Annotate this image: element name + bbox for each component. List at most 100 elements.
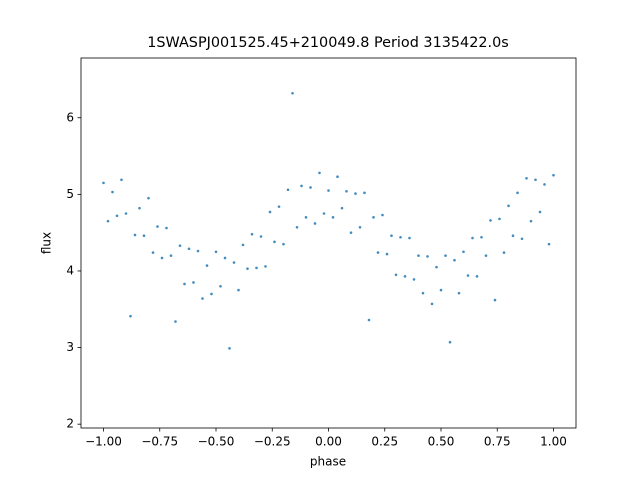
data-point [228,347,231,350]
data-point [210,292,213,296]
data-point [448,340,452,344]
data-point [169,254,173,257]
data-point [412,278,416,281]
data-point [187,247,191,251]
data-point [282,242,285,246]
data-point [439,288,443,292]
y-tick-label: 3 [66,340,74,354]
data-point [462,250,465,254]
data-point [507,204,510,208]
data-point [295,225,299,229]
data-point [480,235,483,239]
data-point [358,225,362,229]
data-point [241,243,245,247]
data-point [214,250,218,254]
data-point [322,212,326,215]
data-point [538,210,542,214]
data-point [552,173,555,177]
data-point [363,191,366,195]
data-point [349,231,353,234]
data-point [525,176,528,180]
data-point [372,216,375,219]
data-point [205,264,209,267]
data-point [435,265,438,269]
data-point [394,273,398,277]
data-point [385,252,389,256]
x-tick-label: 0.00 [315,435,342,449]
data-point [111,190,114,194]
x-tick-label: 0.50 [428,435,455,449]
x-tick-label: −0.25 [254,435,291,449]
data-point [255,266,258,270]
data-point [426,255,429,258]
data-point [304,216,308,219]
data-point [381,213,384,217]
data-point [129,314,132,318]
data-point [286,188,290,192]
data-point [264,265,267,268]
data-point [291,91,294,95]
data-point [340,206,344,210]
x-tick-label: 0.75 [484,435,511,449]
data-point [543,183,546,186]
chart-title: 1SWASPJ001525.45+210049.8 Period 3135422… [147,35,509,51]
data-point [160,256,164,260]
data-point [520,237,524,241]
data-point [133,233,137,237]
data-point [151,251,155,254]
x-tick-label: 0.25 [371,435,398,449]
y-tick-label: 5 [66,187,74,201]
data-point [277,205,281,208]
x-tick-label: −0.75 [141,435,178,449]
y-tick-label: 6 [66,110,74,124]
data-point [511,234,515,238]
data-point [156,225,159,228]
data-point [273,240,276,244]
data-point [367,318,371,322]
data-point [331,216,335,219]
data-point [138,206,141,210]
x-axis-label: phase [310,455,346,469]
data-point [232,261,236,264]
data-point [376,251,380,254]
data-point [466,274,470,277]
data-point [417,254,420,257]
data-point [534,178,537,182]
y-tick-label: 2 [66,417,74,431]
data-point [421,291,425,295]
data-point [192,281,195,284]
data-point [313,222,317,225]
data-point [219,284,222,288]
data-point [444,254,447,257]
data-point [516,191,519,195]
data-point [403,275,407,278]
data-point [453,258,456,262]
data-point [178,244,182,247]
x-tick-label: −0.50 [198,435,235,449]
data-point [493,298,497,302]
data-point [354,192,357,195]
data-point [259,235,263,238]
data-point [246,267,249,270]
data-point [142,234,146,238]
data-point [201,297,204,300]
data-point [498,217,501,221]
data-point [196,249,200,253]
data-point [102,181,105,185]
data-point [408,236,411,240]
data-point [120,178,123,182]
y-tick-label: 4 [66,263,74,277]
data-point [250,232,254,236]
data-point [174,320,177,323]
data-point [300,184,303,188]
data-point [345,189,348,193]
data-point [399,235,402,239]
data-point [106,219,110,223]
data-point [124,212,128,215]
data-point [475,275,479,278]
data-point [165,226,168,230]
data-point [268,210,272,214]
data-point [390,234,393,238]
